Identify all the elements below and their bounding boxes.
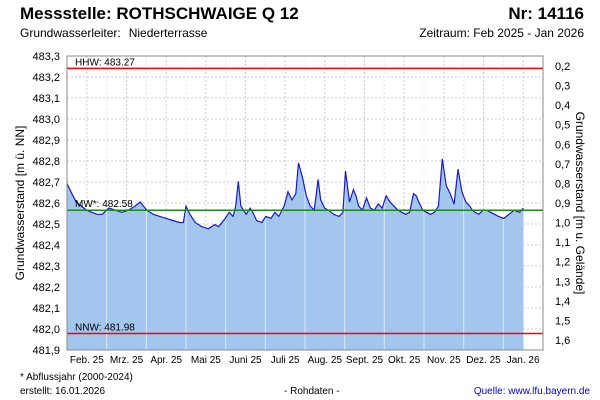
rawdata-label: - Rohdaten - — [284, 386, 340, 397]
y2-tick-label: 0,7 — [555, 159, 570, 171]
y-tick-label: 482,8 — [32, 156, 60, 168]
plot-frame — [66, 55, 544, 351]
x-tick-label: Jan. 26 — [507, 355, 540, 366]
y-tick-label: 482,7 — [32, 177, 60, 189]
x-tick-label: Sept. 25 — [346, 355, 384, 366]
y-tick-label: 482,5 — [32, 219, 60, 231]
x-tick-label: Aug. 25 — [308, 355, 343, 366]
y2-tick-label: 1,4 — [555, 296, 570, 308]
y-tick-label: 482,4 — [32, 240, 60, 252]
aquifer-value: Niederterrasse — [128, 26, 208, 40]
y2-tick-label: 1,6 — [555, 335, 570, 347]
reference-label-mw: MW*: 482.58 — [75, 199, 133, 210]
page-title: Messstelle: ROTHSCHWAIGE Q 12 — [20, 4, 299, 23]
aquifer-label: Grundwasserleiter: — [20, 26, 121, 40]
aquifer-row: Grundwasserleiter: Niederterrasse — [20, 26, 207, 40]
y2-tick-label: 0,8 — [555, 178, 570, 190]
y2-tick-label: 1,1 — [555, 237, 570, 249]
y2-tick-label: 1,0 — [555, 218, 570, 230]
x-tick-label: Okt. 25 — [388, 355, 421, 366]
y-tick-label: 482,0 — [32, 324, 60, 336]
y-tick-label: 482,2 — [32, 282, 60, 294]
y-tick-label: 482,9 — [32, 135, 60, 147]
y-tick-label: 482,1 — [32, 303, 60, 315]
y-tick-label: 483,1 — [32, 93, 60, 105]
water-level-line — [66, 158, 524, 230]
x-tick-label: Mrz. 25 — [110, 355, 144, 366]
y-tick-label: 483,2 — [32, 72, 60, 84]
y-tick-label: 481,9 — [32, 345, 60, 357]
y2-tick-label: 0,2 — [555, 61, 570, 73]
y2-tick-label: 1,5 — [555, 315, 570, 327]
period-label: Zeitraum: Feb 2025 - Jan 2026 — [419, 26, 584, 40]
reference-label-hhw: HHW: 483.27 — [75, 57, 135, 68]
x-tick-label: Dez. 25 — [466, 355, 501, 366]
y2-tick-label: 1,3 — [555, 276, 570, 288]
x-tick-label: Juni 25 — [229, 355, 262, 366]
y-axis-title: Grundwasserstand [m ü. NN] — [13, 126, 27, 281]
x-tick-label: Nov. 25 — [427, 355, 461, 366]
created-date: erstellt: 16.01.2026 — [20, 386, 106, 397]
y2-axis-title: Grundwasserstand [m u. Gelände] — [573, 112, 587, 295]
y2-tick-label: 0,6 — [555, 139, 570, 151]
y-tick-label: 483,0 — [32, 114, 60, 126]
y2-tick-label: 0,9 — [555, 198, 570, 210]
x-tick-label: Feb. 25 — [70, 355, 104, 366]
y2-tick-label: 0,4 — [555, 100, 570, 112]
x-tick-label: Mai 25 — [191, 355, 221, 366]
y2-tick-label: 1,2 — [555, 257, 570, 269]
y2-tick-label: 0,3 — [555, 81, 570, 93]
x-tick-label: Apr. 25 — [150, 355, 182, 366]
station-number: Nr: 14116 — [508, 4, 584, 23]
y-tick-label: 482,3 — [32, 261, 60, 273]
footnote: * Abflussjahr (2000-2024) — [20, 372, 133, 383]
y-tick-label: 482,6 — [32, 198, 60, 210]
y2-tick-label: 0,5 — [555, 120, 570, 132]
water-level-area — [67, 158, 524, 350]
reference-label-nnw: NNW: 481.98 — [75, 323, 135, 334]
x-tick-label: Juli 25 — [271, 355, 300, 366]
y-tick-label: 483,3 — [32, 51, 60, 63]
source-link[interactable]: Quelle: www.lfu.bayern.de — [473, 386, 590, 397]
